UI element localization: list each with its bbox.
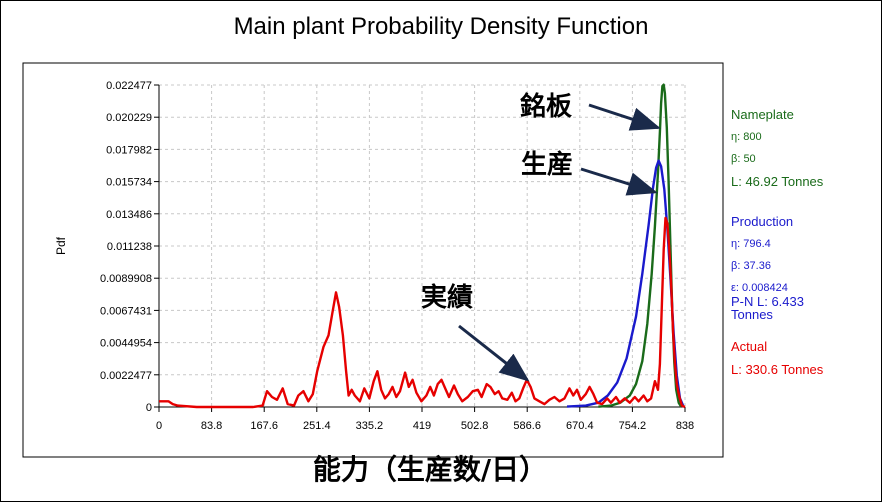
x-tick-label: 838: [676, 420, 694, 432]
x-tick-label: 670.4: [566, 420, 594, 432]
legend-lost: L: 46.92 Tonnes: [731, 174, 824, 189]
x-tick-label: 586.6: [513, 420, 541, 432]
x-tick-label: 83.8: [201, 420, 222, 432]
x-tick-label: 167.6: [250, 420, 278, 432]
legend-lost: L: 330.6 Tonnes: [731, 362, 824, 377]
x-tick-label: 419: [413, 420, 431, 432]
legend-production: Production η: 796.4 β: 37.36 ε: 0.008424…: [731, 214, 879, 321]
x-tick-label: 251.4: [303, 420, 331, 432]
legend-series-name: Production: [731, 214, 794, 229]
plot-frame: [22, 62, 724, 458]
x-tick-label: 335.2: [356, 420, 384, 432]
x-tick-label: 754.2: [619, 420, 647, 432]
legend-series-name: Nameplate: [731, 107, 794, 122]
legend-eta: η: 800: [731, 131, 762, 143]
y-axis-label: Pdf: [54, 236, 68, 255]
y-tick-label: 0.020229: [106, 112, 152, 124]
legend-epsilon: ε: 0.008424: [731, 282, 788, 294]
legend-actual: Actual L: 330.6 Tonnes: [731, 339, 879, 376]
annotation-label: 実績: [421, 282, 473, 313]
legend-series-name: Actual: [731, 339, 768, 354]
y-tick-label: 0.017982: [106, 144, 152, 156]
axes: 0 83.8 167.6 251.4 335.2 419 502.8 586.6 670.4 75…: [100, 80, 694, 432]
annotation-label: 生産: [521, 149, 573, 180]
annotation-label: 銘板: [520, 91, 572, 122]
legend-eta: η: 796.4: [731, 238, 771, 250]
y-tick-label: 0.013486: [106, 209, 152, 221]
legend-nameplate: Nameplate η: 800 β: 50 L: 46.92 Tonnes: [731, 107, 879, 188]
chart-title: Main plant Probability Density Function: [234, 13, 649, 40]
y-tick-label: 0.011238: [107, 241, 152, 253]
y-tick-label: 0.0022477: [100, 370, 152, 382]
legend-pn-lost: P-N L: 6.433 Tonnes: [731, 294, 804, 322]
y-tick-label: 0.0067431: [100, 305, 152, 317]
x-axis-label: 能力（生産数/日）: [313, 453, 547, 486]
annotation-arrow: [458, 324, 530, 382]
y-tick-label: 0.015734: [106, 177, 152, 189]
series-actual-line: [159, 216, 686, 409]
y-tick-label: 0.022477: [106, 80, 152, 92]
legend-beta: β: 50: [731, 153, 756, 165]
annotation-arrow: [580, 167, 658, 196]
legend: Nameplate η: 800 β: 50 L: 46.92 Tonnes P…: [731, 107, 879, 386]
y-tick-label: 0.0089908: [100, 273, 152, 285]
annotation-arrow: [588, 103, 661, 131]
x-tick-label: 0: [156, 420, 162, 432]
y-tick-label: 0: [146, 402, 152, 414]
legend-beta: β: 37.36: [731, 260, 771, 272]
grid: [159, 84, 686, 407]
x-tick-label: 502.8: [461, 420, 489, 432]
y-tick-label: 0.0044954: [100, 338, 152, 350]
